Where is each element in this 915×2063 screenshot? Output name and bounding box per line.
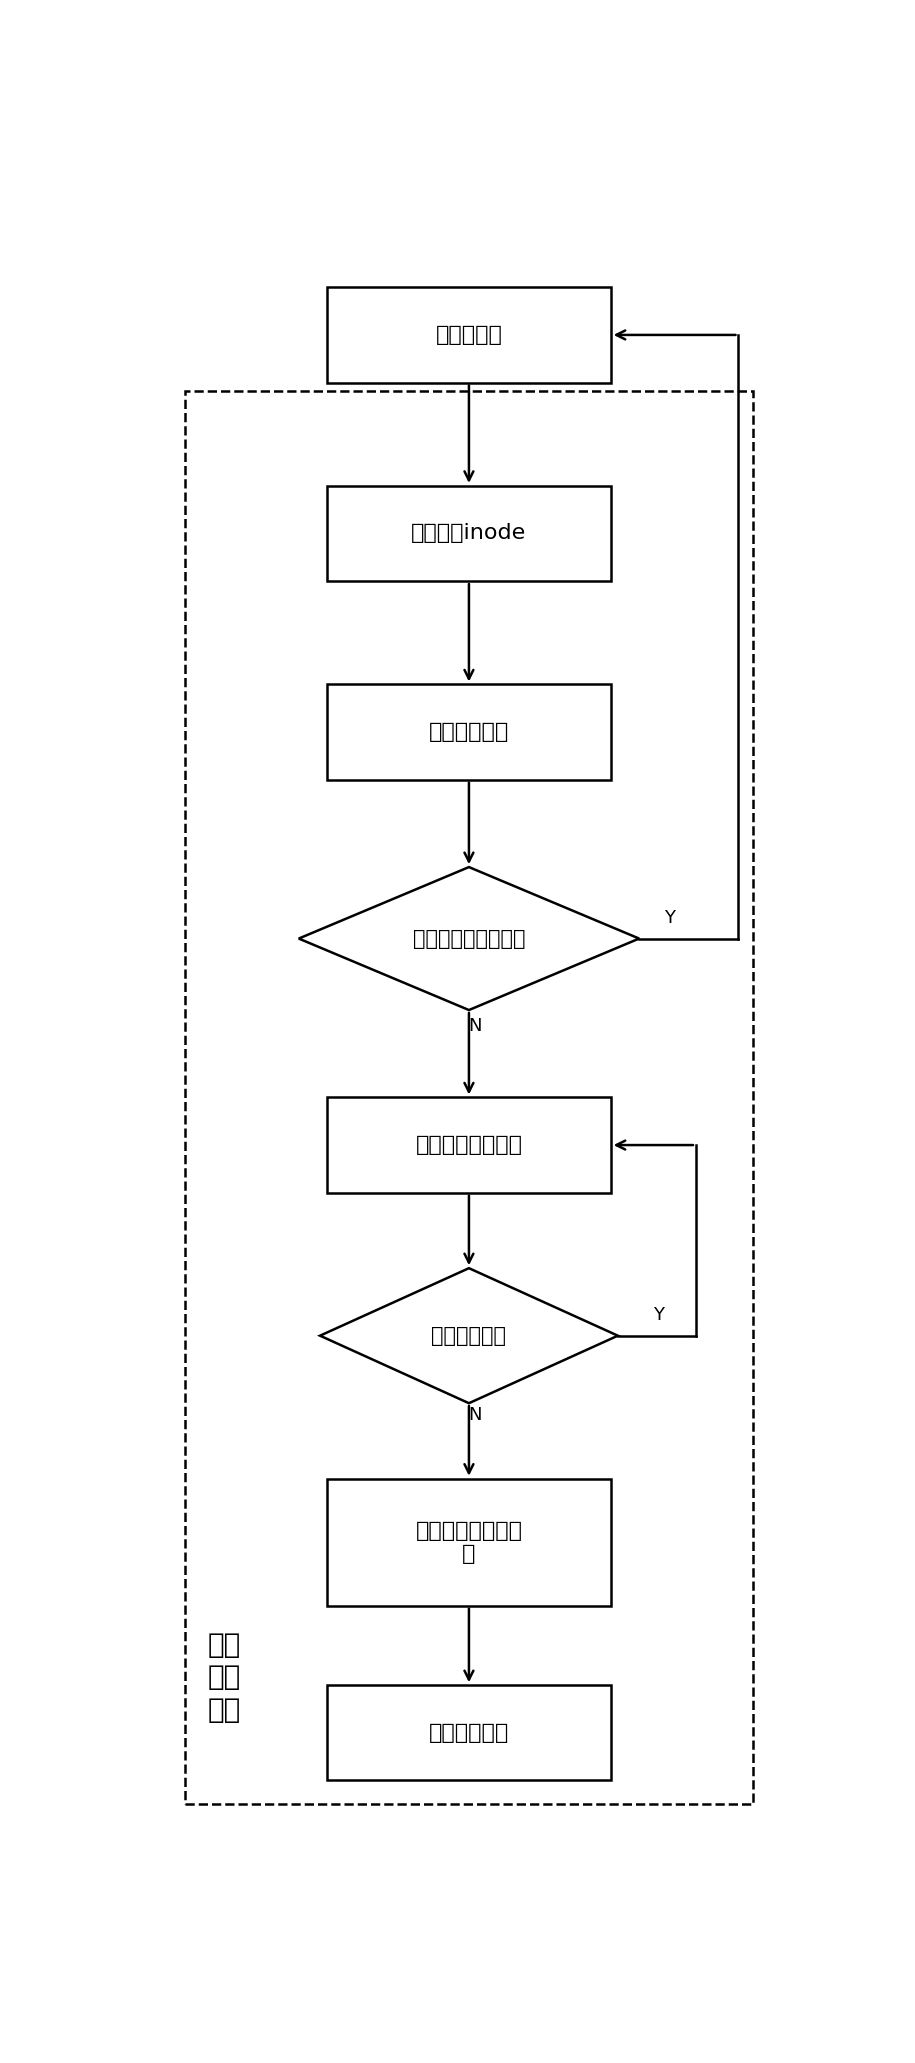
Text: 确定对象所在存储
池: 确定对象所在存储 池 [415,1520,522,1564]
Text: 访问数据在缓存中？: 访问数据在缓存中？ [413,928,525,949]
Text: 确定文件布局: 确定文件布局 [429,722,509,743]
Bar [327,1098,610,1192]
Polygon shape [298,866,639,1011]
Text: 对象
管理
模块: 对象 管理 模块 [208,1632,241,1723]
Text: 用户读进程: 用户读进程 [436,326,502,345]
Bar [327,1685,610,1780]
Text: 对象迁移中？: 对象迁移中？ [432,1327,506,1345]
Text: N: N [468,1407,481,1423]
Bar [327,487,610,582]
Text: Y: Y [664,910,675,926]
Text: N: N [468,1017,481,1036]
Polygon shape [320,1269,618,1403]
Bar [327,685,610,780]
Text: Y: Y [653,1306,664,1324]
Bar [185,390,753,1805]
Text: 确定数据所在对象: 确定数据所在对象 [415,1135,522,1155]
Bar [327,1479,610,1605]
Text: 读取对象数据: 读取对象数据 [429,1723,509,1743]
Bar [327,287,610,382]
Text: 查找文件inode: 查找文件inode [412,524,526,543]
